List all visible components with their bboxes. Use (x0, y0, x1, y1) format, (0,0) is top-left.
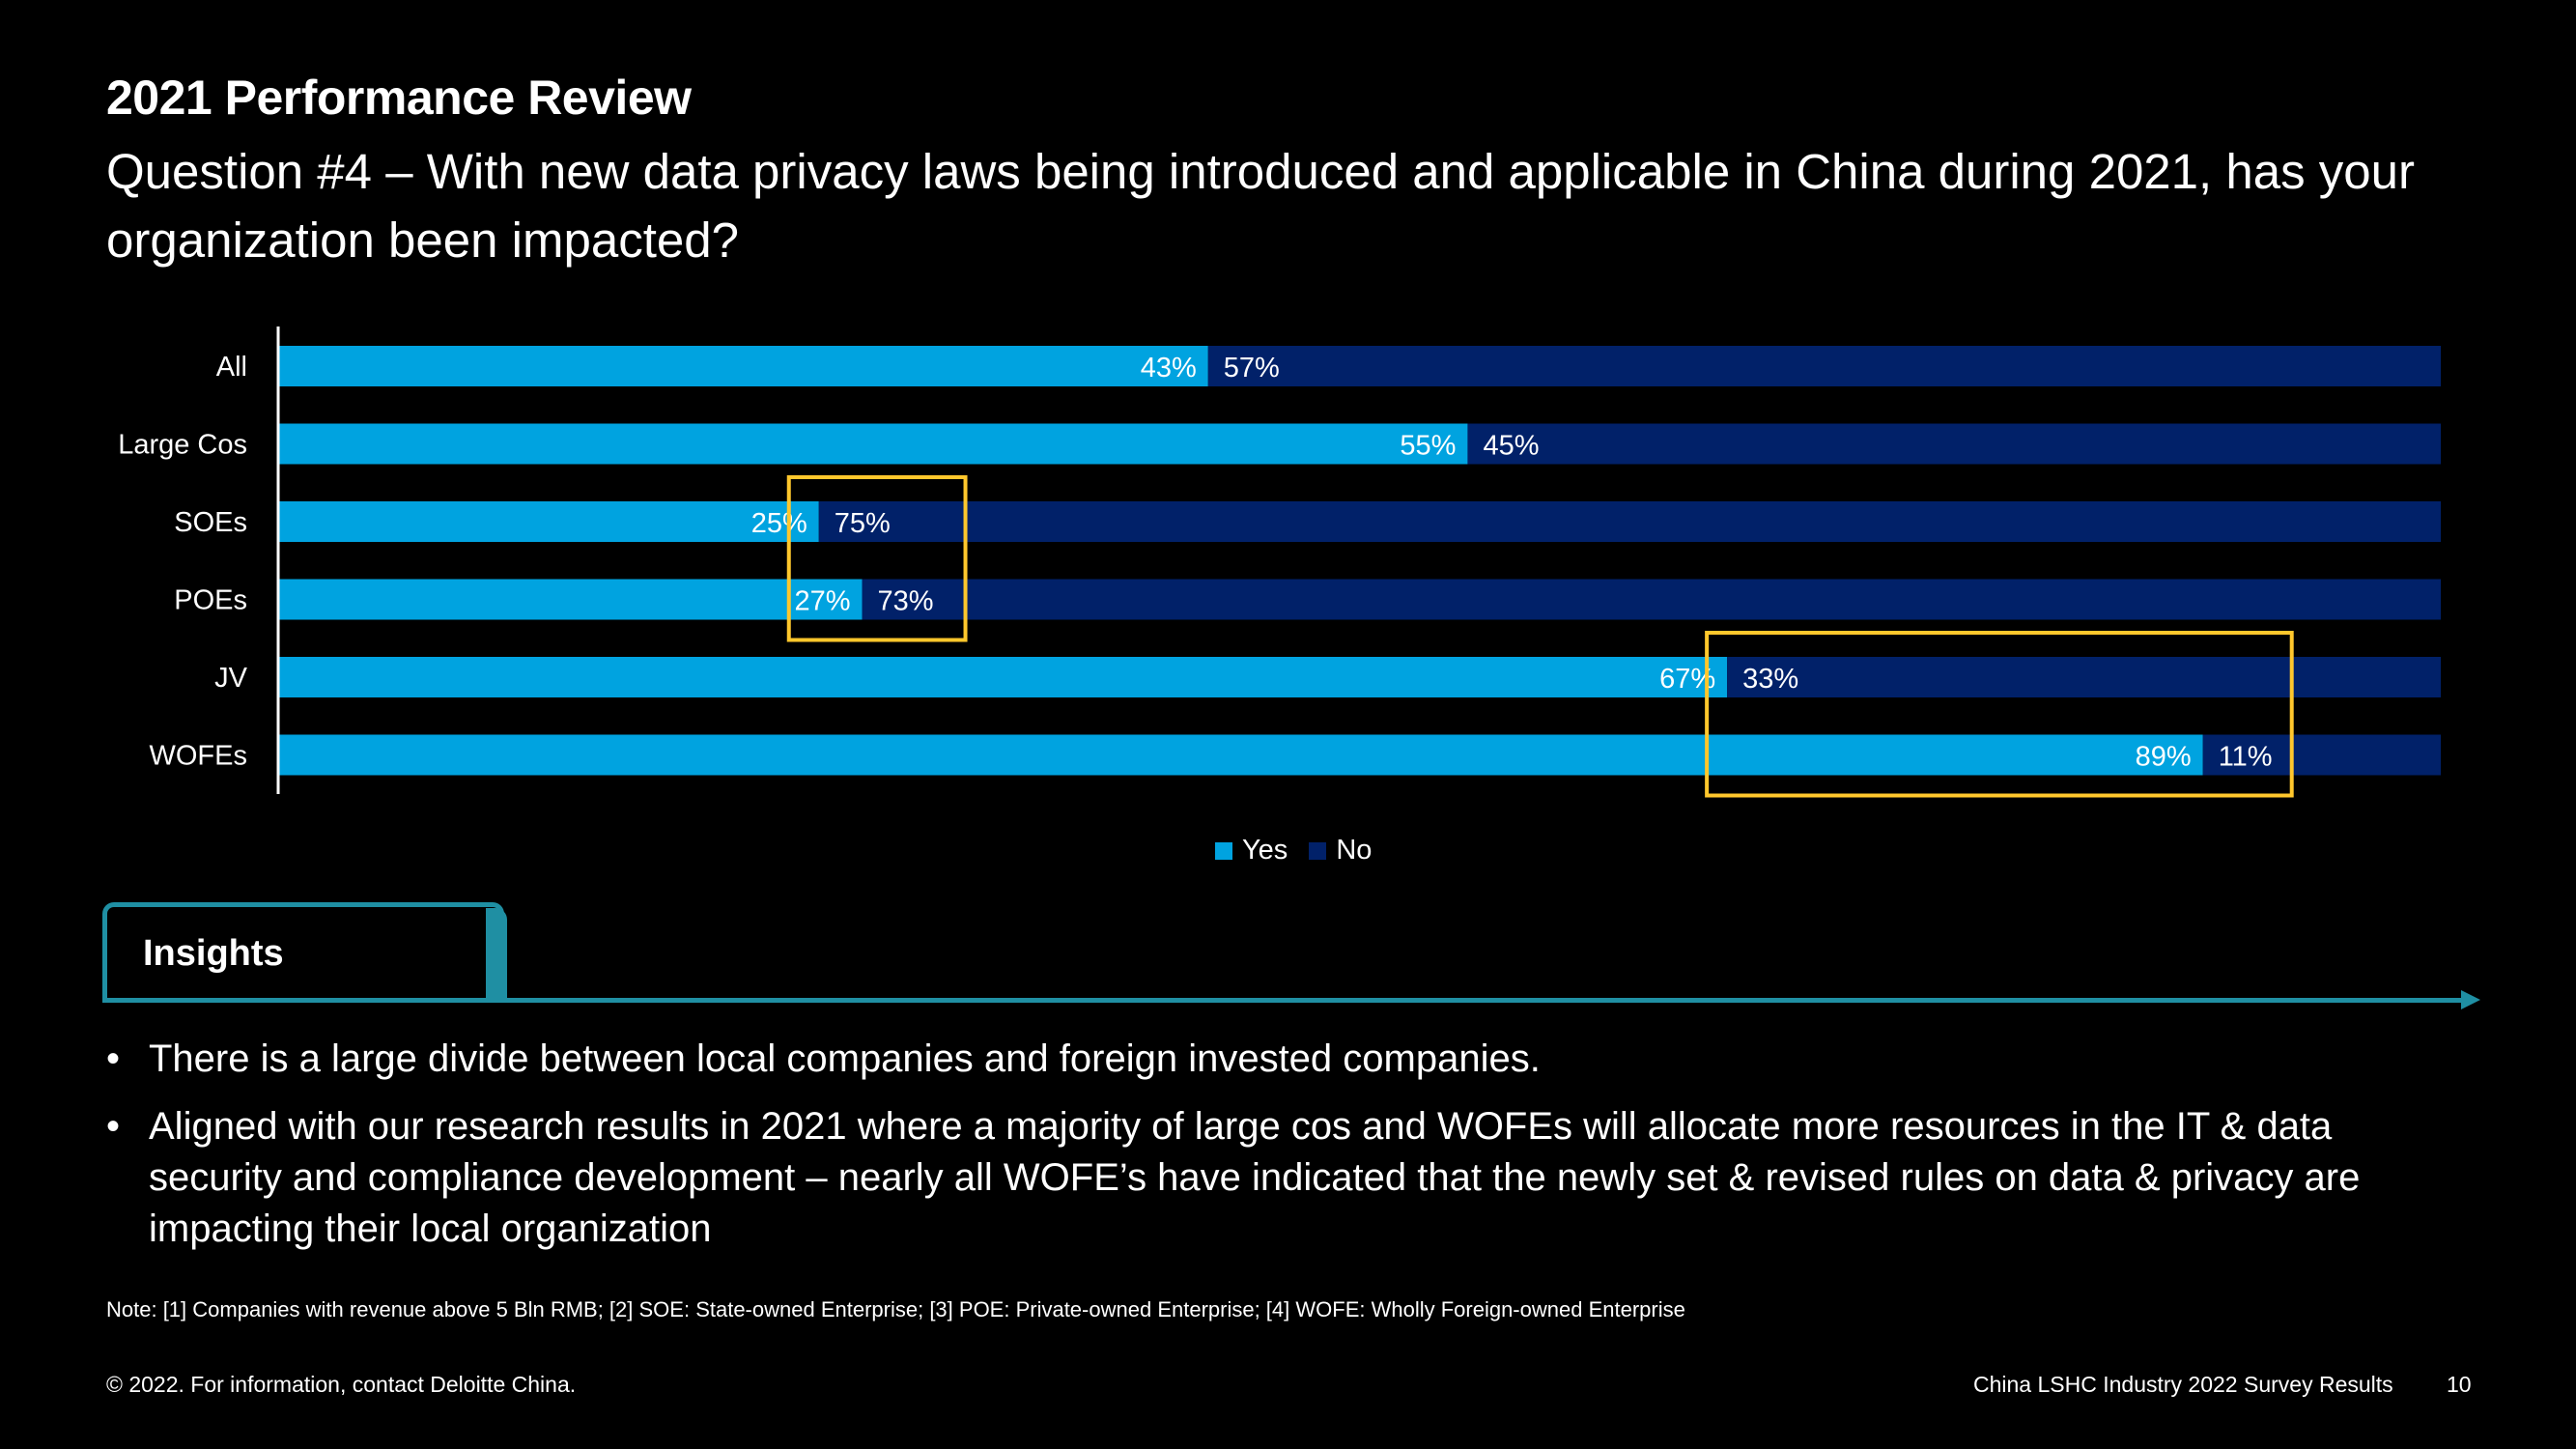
bar-no (862, 579, 2441, 620)
bar-no (1467, 423, 2441, 465)
question-text: Question #4 – With new data privacy laws… (106, 144, 2415, 268)
data-label-yes: 89% (2136, 742, 2192, 773)
bar-no (818, 501, 2441, 542)
category-label: SOEs (174, 507, 247, 538)
category-label: JV (214, 663, 248, 694)
page-number: 10 (2447, 1372, 2472, 1397)
data-label-yes: 43% (1141, 353, 1197, 384)
data-label-yes: 25% (751, 508, 807, 539)
insight-bullet: Aligned with our research results in 202… (106, 1101, 2444, 1255)
legend-yes-swatch (1215, 841, 1232, 860)
category-label: Large Cos (118, 430, 247, 461)
category-label: WOFEs (150, 741, 248, 772)
insights-list: There is a large divide between local co… (106, 1034, 2444, 1271)
bar-yes (278, 423, 1468, 465)
bar-no (1727, 657, 2441, 697)
bar-yes (278, 734, 2203, 776)
stacked-bar-chart: All 43% 57% Large Cos 55% 45% SOEs 25% 75% POEs 27… (118, 327, 2441, 798)
bar-yes (278, 657, 1728, 697)
bar-yes (278, 346, 1208, 386)
legend-no-label: No (1336, 835, 1373, 866)
chart-legend: Yes No (1215, 835, 1372, 867)
bar-yes (278, 579, 863, 620)
data-label-no: 73% (878, 586, 934, 617)
legend-yes-label: Yes (1242, 835, 1288, 866)
legend-no-swatch (1309, 841, 1327, 860)
data-label-no: 57% (1224, 353, 1280, 384)
highlight-box (786, 475, 968, 642)
bar-yes (278, 501, 819, 542)
highlight-box (1705, 631, 2294, 798)
category-label: POEs (174, 585, 247, 616)
data-label-yes: 55% (1400, 431, 1456, 462)
bar-no (2202, 734, 2441, 776)
insights-tab-label: Insights (143, 933, 284, 974)
data-label-no: 75% (835, 508, 891, 539)
data-label-yes: 27% (794, 586, 850, 617)
bar-no (1207, 346, 2441, 386)
footnote: Note: [1] Companies with revenue above 5… (106, 1297, 1685, 1321)
copyright: © 2022. For information, contact Deloitt… (106, 1372, 577, 1397)
arrow-right-icon (2461, 990, 2480, 1009)
page-title: 2021 Performance Review (106, 71, 692, 125)
insight-bullet: There is a large divide between local co… (106, 1034, 2444, 1085)
data-label-no: 33% (1742, 664, 1798, 695)
insights-tab-accent (486, 908, 507, 999)
category-label: All (216, 352, 247, 383)
insights-divider (102, 998, 2465, 1003)
report-title: China LSHC Industry 2022 Survey Results (1973, 1372, 2393, 1397)
data-label-no: 45% (1483, 431, 1539, 462)
data-label-no: 11% (2219, 742, 2273, 773)
